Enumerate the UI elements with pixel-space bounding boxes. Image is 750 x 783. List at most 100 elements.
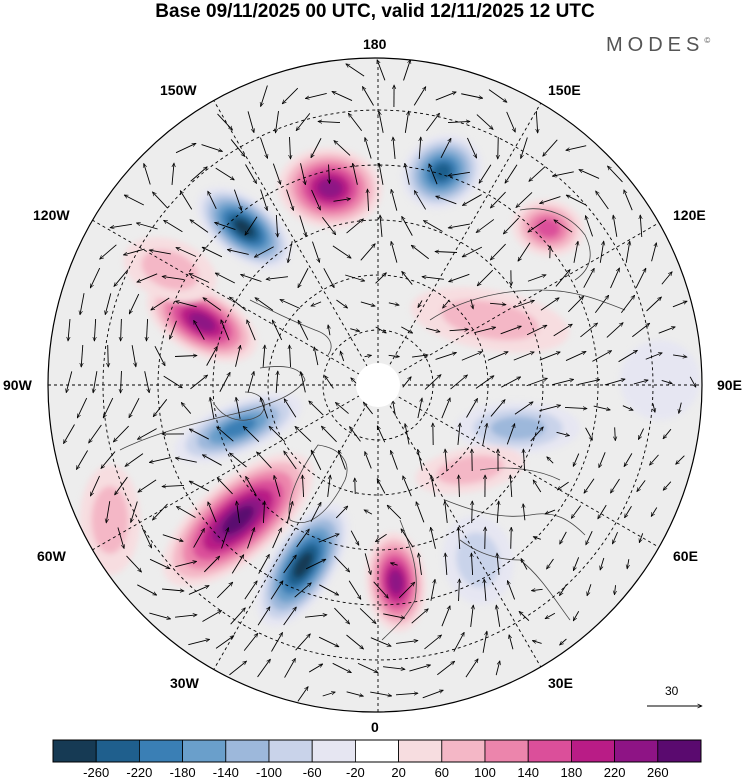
wind-vector [284, 399, 297, 418]
colorbar-swatch [311, 739, 356, 763]
colorbar-tick-label: 220 [603, 765, 626, 780]
wind-vector [465, 659, 478, 678]
wind-vector [318, 534, 339, 543]
wind-vector [100, 244, 117, 259]
wind-vector [144, 371, 150, 393]
wind-vector [141, 527, 153, 548]
lon-label-60e: 60E [673, 548, 698, 564]
wind-vector [257, 659, 271, 678]
chart-title: Base 09/11/2025 00 UTC, valid 12/11/2025… [155, 1, 595, 22]
wind-vector [593, 405, 611, 410]
lon-label-150e: 150E [548, 82, 581, 98]
wind-vector [564, 407, 587, 408]
wind-vector [401, 529, 414, 548]
wind-vector [190, 167, 208, 182]
wind-vector [441, 606, 450, 627]
wind-vector [635, 268, 647, 289]
wind-vector [679, 402, 682, 414]
wind-vector [126, 555, 142, 572]
wind-vector [323, 268, 335, 287]
wind-vector [476, 114, 493, 130]
wind-vector [176, 247, 197, 257]
wind-vector [311, 189, 321, 210]
wind-vector [310, 138, 322, 158]
wind-vector [424, 375, 441, 390]
wind-vector [188, 585, 209, 595]
wind-vector [553, 324, 573, 337]
wind-vector [117, 527, 124, 548]
wind-vector [429, 164, 438, 185]
wind-vector [175, 615, 197, 618]
wind-vector [247, 320, 256, 341]
wind-vector [174, 355, 197, 356]
wind-vector [152, 192, 168, 209]
wind-vector [587, 584, 592, 596]
wind-vector [68, 319, 70, 341]
wind-vector [360, 301, 375, 306]
colorbar-swatch [354, 739, 399, 763]
wind-vector [391, 241, 398, 263]
wind-vector [640, 215, 642, 238]
wind-vector [149, 250, 171, 255]
anomaly-contour [432, 162, 452, 182]
wind-vector [348, 113, 363, 132]
colorbar-tick-label: 180 [560, 765, 583, 780]
wind-vector [533, 480, 542, 493]
wind-vector [393, 137, 396, 159]
wind-vector [424, 635, 441, 650]
anomaly-contour [456, 532, 500, 588]
wind-vector [556, 431, 570, 435]
colorbar-tick-label: 20 [391, 765, 406, 780]
wind-vector [365, 137, 372, 159]
wind-vector [162, 588, 184, 591]
wind-vector [573, 557, 580, 570]
wind-vector [124, 194, 145, 206]
wind-vector [311, 301, 322, 306]
wind-vector [530, 427, 544, 442]
wind-vector [497, 501, 498, 524]
wind-vector [523, 504, 525, 521]
wind-vector [227, 250, 249, 255]
wind-vector [506, 424, 514, 445]
lon-label-90e: 90E [717, 377, 742, 393]
wind-vector [305, 615, 327, 618]
colorbar-tick-label: -220 [126, 765, 153, 780]
wind-vector [350, 530, 360, 546]
wind-vector [221, 320, 230, 341]
anomaly-contour [388, 569, 404, 595]
wind-vector [299, 215, 307, 237]
wind-vector [625, 505, 632, 518]
wind-vector [405, 163, 410, 185]
wind-vector [425, 327, 440, 332]
wind-vector [462, 246, 483, 258]
colorbar-swatch [657, 739, 702, 763]
wind-vector [206, 346, 218, 366]
wind-vector [516, 192, 533, 207]
wind-vector [319, 584, 338, 596]
wind-vector [459, 579, 460, 602]
colorbar-tick-label: 140 [517, 765, 540, 780]
wind-vector [245, 476, 257, 496]
wind-vector [518, 242, 531, 261]
wind-vector [649, 454, 659, 465]
wind-vector [566, 194, 587, 206]
wind-vector [376, 479, 386, 494]
wind-vector [592, 350, 611, 362]
wind-vector [131, 345, 136, 367]
wind-vector [402, 271, 413, 285]
wind-vector [520, 559, 528, 570]
lon-label-120w: 120W [33, 207, 70, 223]
wind-vector [496, 605, 501, 627]
wind-vector [449, 273, 470, 281]
wind-vector [527, 275, 546, 282]
wind-vector [490, 400, 505, 417]
wind-vector [627, 559, 629, 569]
wind-vector [123, 248, 145, 255]
wind-vector [269, 426, 286, 442]
wind-vector [286, 189, 294, 211]
wind-vector [296, 113, 311, 130]
wind-vector [545, 612, 556, 620]
wind-vector [579, 169, 600, 179]
wind-vector [377, 60, 386, 81]
wind-vector [202, 610, 221, 622]
